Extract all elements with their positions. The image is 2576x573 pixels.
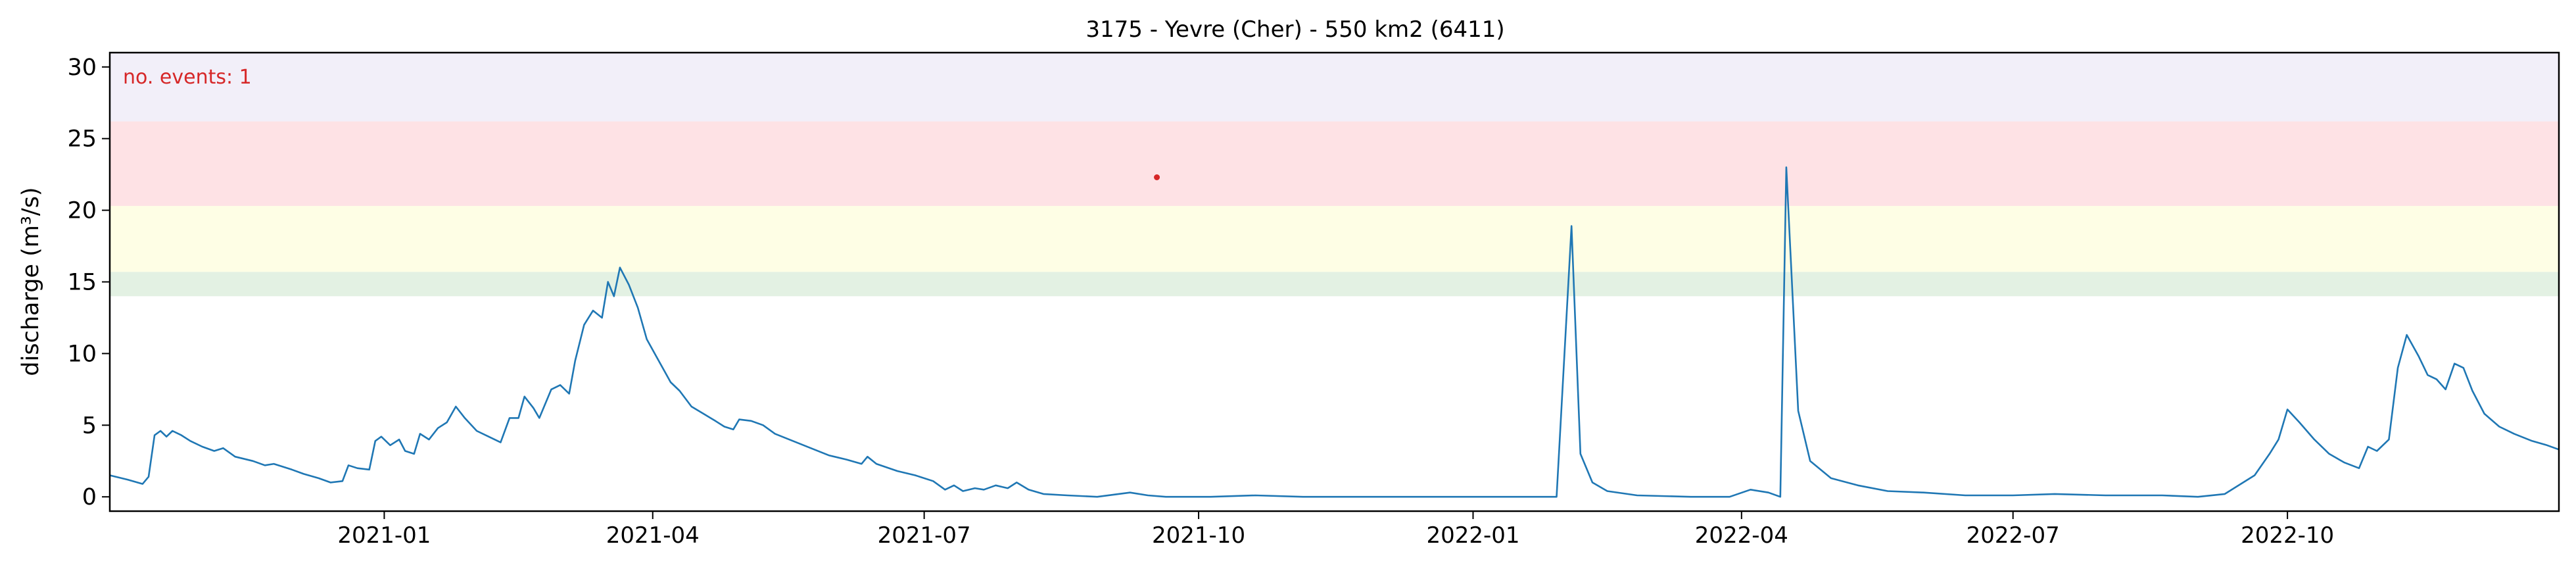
discharge-series-line-0 (109, 166, 2560, 498)
x-tick-label-4: 2022-01 (1426, 522, 1519, 549)
y-tick-label-3: 15 (67, 270, 97, 296)
x-tick-label-2: 2021-07 (878, 522, 971, 549)
chart-title: 3175 - Yevre (Cher) - 550 km2 (6411) (1085, 16, 1504, 43)
threshold-band-3 (110, 53, 2559, 122)
threshold-bands (110, 53, 2559, 297)
y-tick-label-2: 10 (67, 341, 97, 367)
events-layer (1154, 174, 1160, 180)
y-tick-label-0: 0 (82, 484, 97, 511)
threshold-band-1 (110, 206, 2559, 272)
threshold-band-0 (110, 272, 2559, 297)
event-count-annotation: no. events: 1 (123, 66, 252, 89)
x-tick-label-5: 2022-04 (1695, 522, 1788, 549)
x-tick-label-7: 2022-10 (2241, 522, 2334, 549)
threshold-band-2 (110, 121, 2559, 207)
y-axis-label: discharge (m³/s) (18, 187, 44, 376)
y-tick-label-4: 20 (67, 198, 97, 224)
y-tick-label-5: 25 (67, 126, 97, 153)
x-axis: 2021-01 2021-04 2021-07 2021-10 2022-01 2022-… (337, 511, 2334, 549)
event-marker-0 (1154, 174, 1160, 180)
x-tick-label-1: 2021-04 (606, 522, 700, 549)
x-tick-label-3: 2021-10 (1152, 522, 1245, 549)
x-tick-label-6: 2022-07 (1967, 522, 2060, 549)
y-tick-label-6: 30 (67, 55, 97, 81)
y-tick-label-1: 5 (82, 412, 97, 439)
series-layer (109, 166, 2560, 498)
y-axis: 0 5 10 15 20 25 30 (67, 55, 110, 511)
x-tick-label-0: 2021-01 (337, 522, 431, 549)
